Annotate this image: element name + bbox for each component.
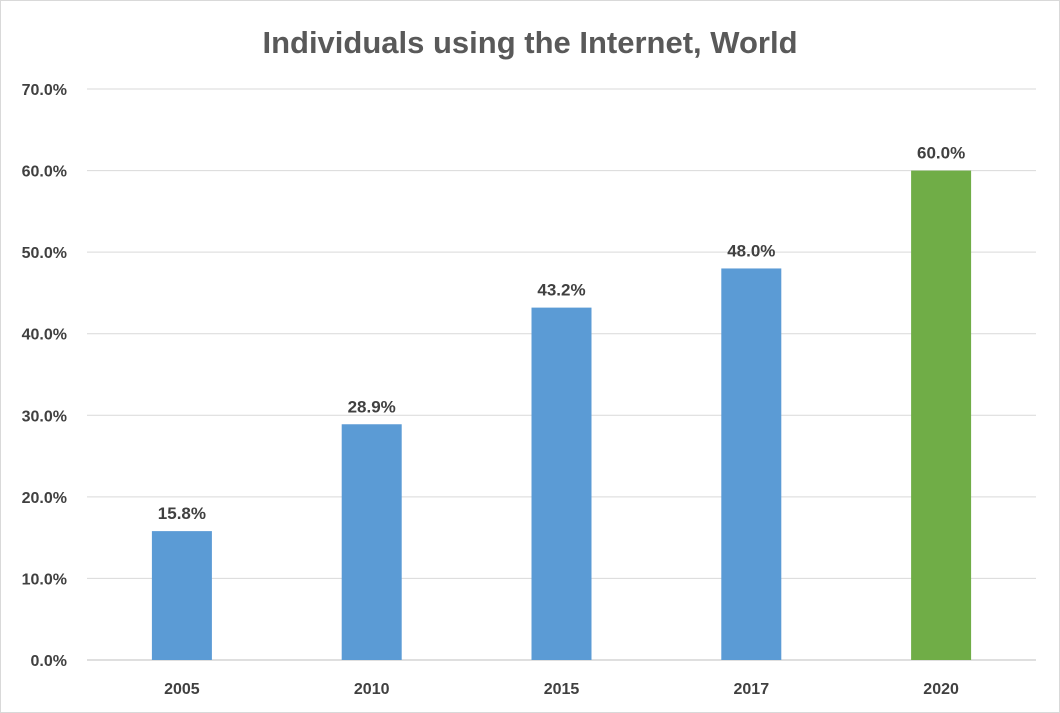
bar-2010 xyxy=(341,424,402,660)
y-tick-label: 60.0% xyxy=(22,164,67,181)
y-tick-label: 30.0% xyxy=(22,408,67,425)
chart-title: Individuals using the Internet, World xyxy=(262,25,797,60)
bar-2005 xyxy=(151,531,212,660)
y-tick-label: 0.0% xyxy=(31,653,67,670)
data-label: 60.0% xyxy=(917,144,965,163)
data-label: 48.0% xyxy=(727,241,775,260)
data-label: 28.9% xyxy=(348,397,396,416)
y-tick-label: 70.0% xyxy=(22,82,67,99)
x-tick-label: 2015 xyxy=(544,681,580,698)
x-tick-label: 2010 xyxy=(354,681,390,698)
x-tick-label: 2005 xyxy=(164,681,200,698)
bars xyxy=(151,170,972,661)
y-tick-label: 20.0% xyxy=(22,490,67,507)
y-tick-label: 40.0% xyxy=(22,327,67,344)
data-label: 43.2% xyxy=(537,281,585,300)
x-axis-tick-labels: 2005 2010 2015 2017 2020 xyxy=(164,681,959,698)
y-axis-tick-labels: 0.0% 10.0% 20.0% 30.0% 40.0% 50.0% 60.0% 70.0% xyxy=(22,82,67,670)
bar-2020 xyxy=(911,170,972,661)
bar-2017 xyxy=(721,268,782,660)
data-label: 15.8% xyxy=(158,504,206,523)
x-tick-label: 2017 xyxy=(734,681,770,698)
y-tick-label: 50.0% xyxy=(22,245,67,262)
bar-2015 xyxy=(531,307,592,660)
x-tick-label: 2020 xyxy=(923,681,959,698)
y-tick-label: 10.0% xyxy=(22,571,67,588)
data-labels: 15.8% 28.9% 43.2% 48.0% 60.0% xyxy=(158,144,965,524)
